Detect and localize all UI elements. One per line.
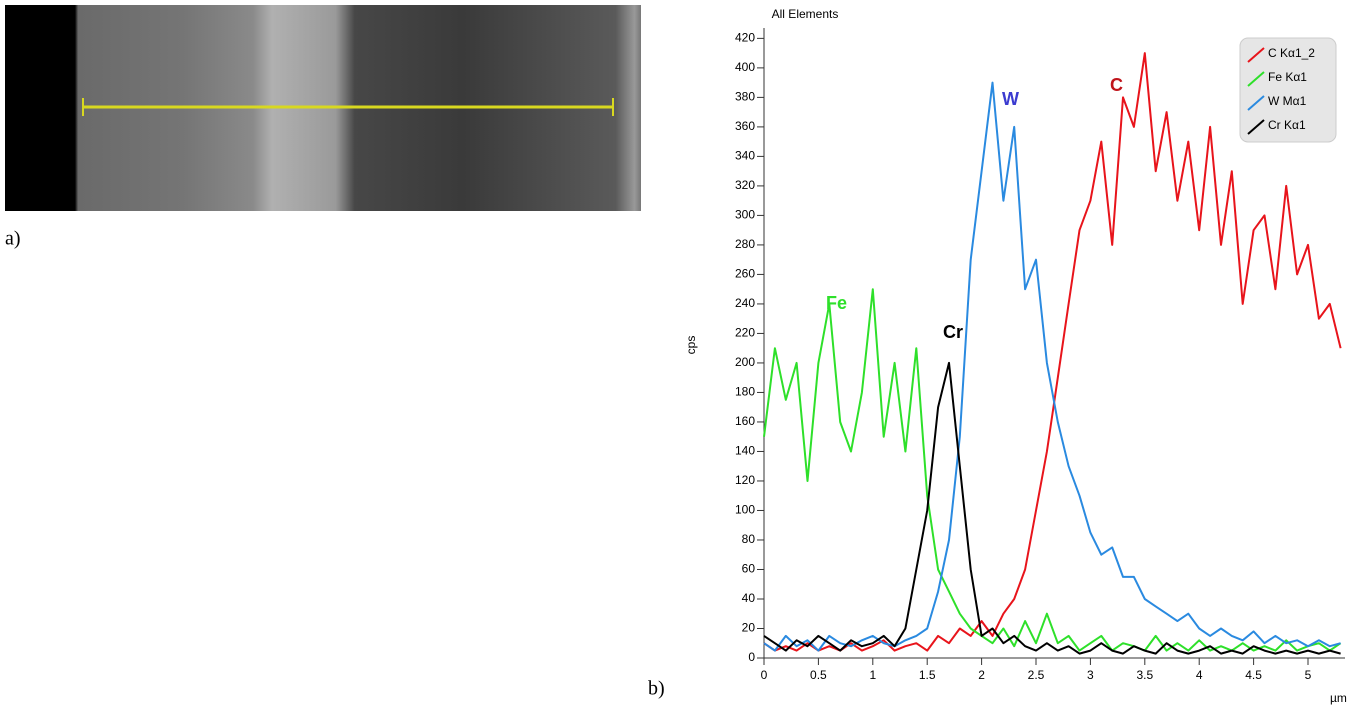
x-tick-label: 0 — [761, 668, 768, 682]
y-tick-label: 240 — [735, 296, 755, 310]
series-line — [764, 53, 1341, 651]
y-tick-label: 40 — [742, 591, 756, 605]
x-axis-label: µm — [1330, 691, 1347, 705]
chart-title: All Elements — [772, 7, 839, 21]
series-line — [764, 289, 1341, 650]
y-tick-label: 80 — [742, 532, 756, 546]
legend-label: Cr Kα1 — [1268, 118, 1306, 132]
x-tick-label: 0.5 — [810, 668, 827, 682]
x-tick-label: 4 — [1196, 668, 1203, 682]
x-tick-label: 3.5 — [1136, 668, 1153, 682]
y-tick-label: 260 — [735, 267, 755, 281]
y-tick-label: 360 — [735, 119, 755, 133]
series-line — [764, 83, 1341, 651]
sem-image — [5, 5, 641, 211]
y-tick-label: 180 — [735, 385, 755, 399]
y-tick-label: 340 — [735, 149, 755, 163]
y-tick-label: 280 — [735, 237, 755, 251]
series-line — [764, 363, 1341, 654]
y-tick-label: 20 — [742, 621, 756, 635]
y-tick-label: 160 — [735, 414, 755, 428]
y-tick-label: 300 — [735, 208, 755, 222]
y-axis-label: cps — [684, 336, 698, 355]
y-tick-label: 420 — [735, 31, 755, 45]
x-tick-label: 4.5 — [1245, 668, 1262, 682]
legend-label: W Mα1 — [1268, 94, 1307, 108]
panel-label: a) — [5, 228, 21, 250]
annotation: W — [1002, 89, 1019, 109]
y-tick-label: 0 — [748, 650, 755, 664]
y-tick-label: 100 — [735, 503, 755, 517]
y-tick-label: 60 — [742, 562, 756, 576]
legend-label: Fe Kα1 — [1268, 70, 1307, 84]
panel-label: b) — [648, 678, 665, 700]
legend-label: C Kα1_2 — [1268, 46, 1315, 60]
figure: a) b) All Elements cps µm W C Fe Cr 0204… — [0, 0, 1360, 709]
x-tick-label: 3 — [1087, 668, 1094, 682]
y-tick-label: 400 — [735, 60, 755, 74]
y-tick-label: 200 — [735, 355, 755, 369]
x-tick-label: 1 — [869, 668, 876, 682]
annotation: Cr — [943, 322, 963, 342]
x-tick-label: 2 — [978, 668, 985, 682]
x-tick-label: 2.5 — [1028, 668, 1045, 682]
y-tick-label: 220 — [735, 326, 755, 340]
y-tick-label: 140 — [735, 444, 755, 458]
y-tick-label: 380 — [735, 90, 755, 104]
y-tick-label: 320 — [735, 178, 755, 192]
x-tick-label: 5 — [1305, 668, 1312, 682]
x-tick-label: 1.5 — [919, 668, 936, 682]
annotation: C — [1110, 75, 1123, 95]
y-tick-label: 120 — [735, 473, 755, 487]
